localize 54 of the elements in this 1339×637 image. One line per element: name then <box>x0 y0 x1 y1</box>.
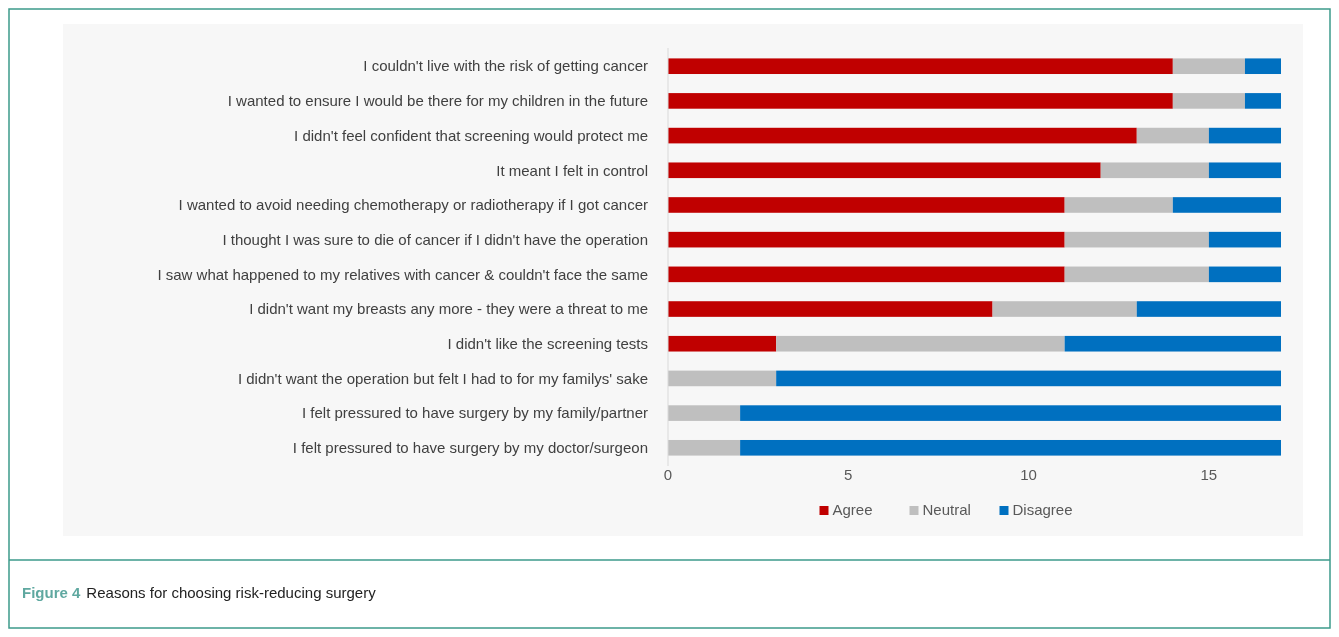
y-tick-label: It meant I felt in control <box>496 161 648 179</box>
bar <box>668 93 1173 109</box>
bar <box>1172 197 1281 213</box>
y-tick-label: I didn't like the screening tests <box>447 334 648 352</box>
bar <box>1064 335 1281 352</box>
caption: Figure 4 <box>22 584 81 601</box>
text: Reasons for choosing risk-reducing surgery <box>86 584 377 601</box>
x-tick-label: 0 <box>663 466 673 483</box>
bar <box>1208 127 1281 144</box>
bar <box>1172 58 1245 75</box>
bar <box>1064 231 1209 248</box>
bar <box>668 231 1065 248</box>
bar <box>1172 93 1245 109</box>
y-tick-label: I didn't want my breasts any more - they were a threat to me <box>249 300 648 318</box>
bar <box>668 162 1101 179</box>
bar <box>1244 93 1281 109</box>
bar <box>668 405 741 421</box>
legend-label: Agree <box>832 501 873 518</box>
bar <box>668 301 993 317</box>
legend-label: Neutral <box>922 501 971 518</box>
bar <box>1064 266 1209 283</box>
x-tick-label: 5 <box>844 466 853 483</box>
bar <box>1244 58 1281 75</box>
bar <box>1208 231 1281 248</box>
bar <box>1100 162 1209 179</box>
y-tick-label: I felt pressured to have surgery by my doctor/surgeon <box>292 439 648 457</box>
y-tick-label: I didn't want the operation but felt I had to for my familys' sake <box>237 369 648 387</box>
y-tick-label: I felt pressured to have surgery by my family/partner <box>302 404 648 422</box>
bar <box>992 301 1137 317</box>
bar <box>1136 301 1281 317</box>
bar <box>1136 127 1209 144</box>
bar <box>668 58 1173 75</box>
bar <box>668 439 741 456</box>
bar <box>668 370 777 387</box>
bar <box>1208 266 1281 283</box>
bar <box>668 335 777 352</box>
y-tick-label: I thought I was sure to die of cancer if I didn't have the operation <box>222 230 648 248</box>
bar <box>668 197 1065 213</box>
y-tick-label: I saw what happened to my relatives with cancer & couldn't face the same <box>157 265 648 283</box>
bar <box>668 127 1137 144</box>
x-tick-label: 10 <box>1020 466 1037 483</box>
bar <box>776 370 1281 387</box>
y-tick-label: I wanted to avoid needing chemotherapy or radiotherapy if I got cancer <box>178 196 648 214</box>
y-tick-label: I wanted to ensure I would be there for my children in the future <box>227 92 648 110</box>
bar <box>776 335 1065 352</box>
bar <box>668 266 1065 283</box>
legend-label: Disagree <box>1012 501 1073 518</box>
bar <box>740 405 1281 421</box>
bar <box>740 439 1281 456</box>
bar <box>1208 162 1281 179</box>
y-tick-label: I didn't feel confident that screening would protect me <box>294 126 648 144</box>
y-tick-label: I couldn't live with the risk of getting cancer <box>363 57 648 75</box>
x-tick-label: 15 <box>1200 466 1218 483</box>
bar <box>1064 197 1173 213</box>
